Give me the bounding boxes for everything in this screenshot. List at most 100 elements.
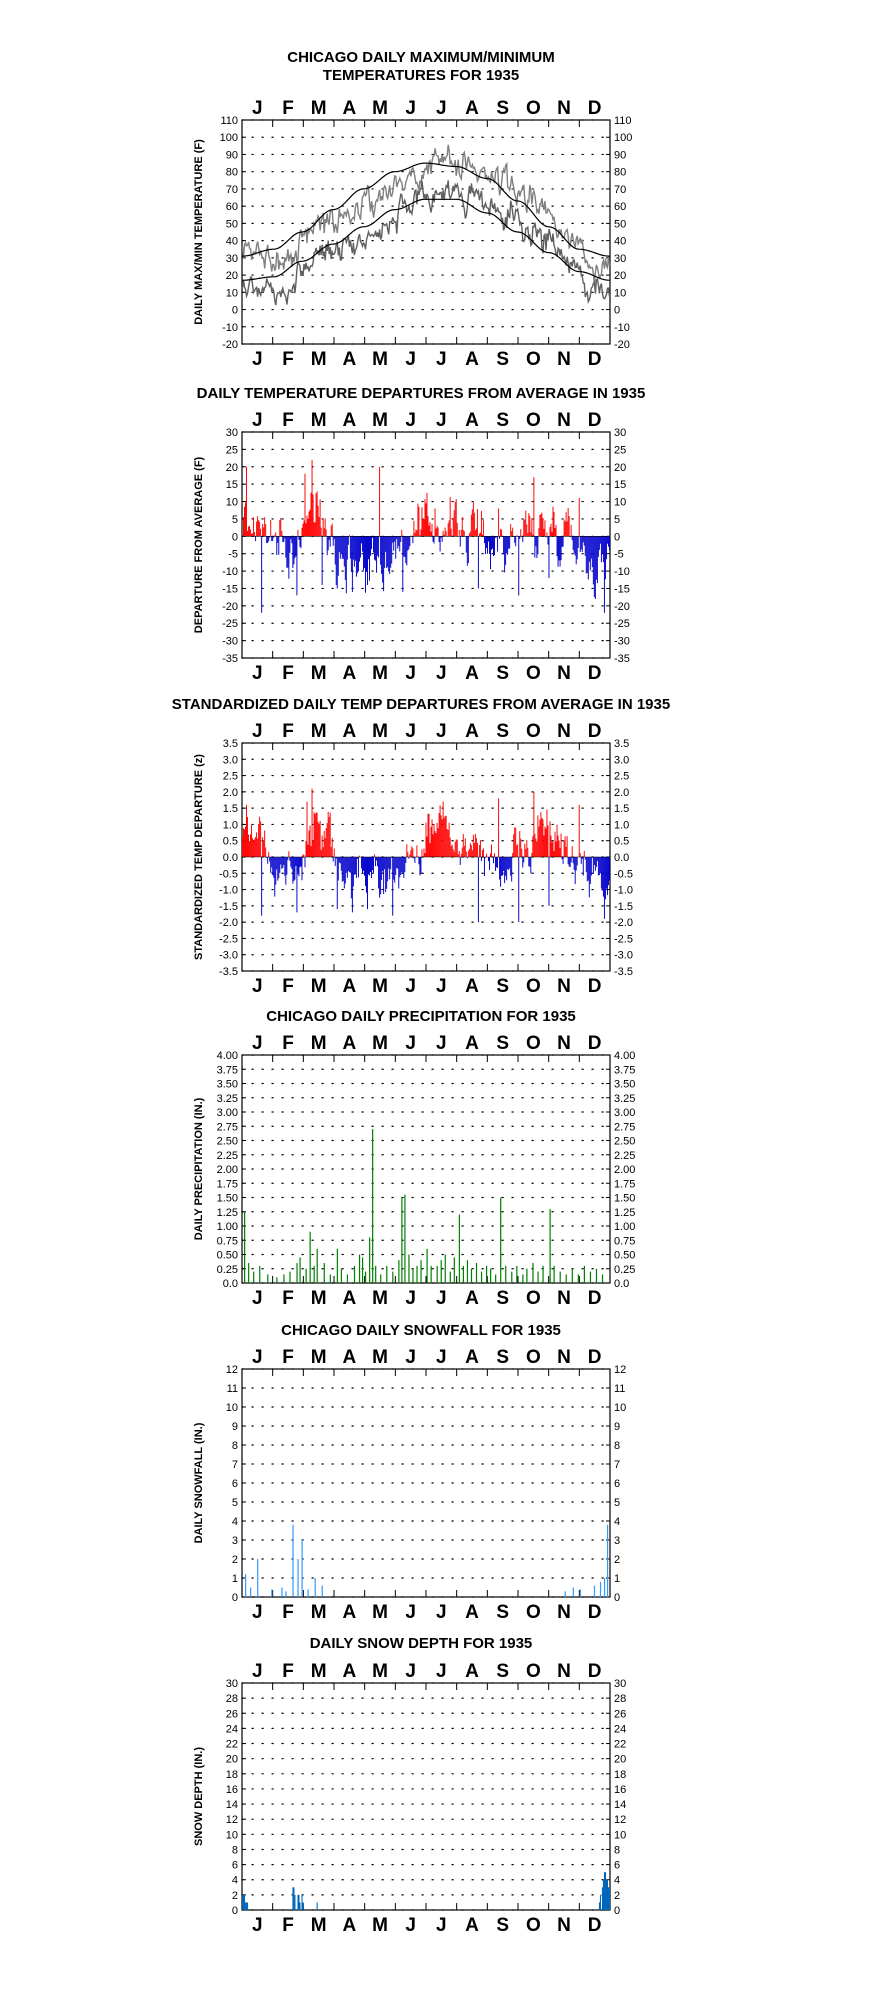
positive-departure-bar — [560, 833, 562, 857]
positive-departure-bar — [443, 817, 445, 857]
positive-departure-bar — [428, 525, 430, 537]
month-label-bottom: J — [405, 976, 416, 997]
y-tick-label-left: 10 — [226, 287, 238, 299]
negative-departure-bar — [592, 536, 594, 585]
positive-departure-bar — [251, 533, 253, 537]
negative-departure-bar — [352, 857, 354, 887]
negative-departure-bar — [408, 857, 410, 859]
positive-departure-bar — [309, 509, 311, 537]
month-label-top: S — [496, 1033, 509, 1054]
y-tick-label-right: 4 — [614, 1516, 620, 1528]
precipitation-bar — [466, 1260, 469, 1283]
y-axis-label: SNOW DEPTH (IN.) — [193, 1747, 205, 1846]
negative-departure-bar — [270, 857, 272, 873]
positive-departure-bar — [435, 528, 437, 537]
y-tick-label-left: -2.0 — [219, 917, 238, 929]
negative-departure-bar — [603, 536, 605, 613]
positive-departure-bar — [500, 528, 502, 537]
negative-departure-bar — [419, 857, 421, 876]
month-label-top: O — [526, 410, 541, 431]
month-label-top: A — [342, 721, 356, 742]
month-label-bottom: J — [252, 976, 263, 997]
negative-departure-bar — [336, 536, 338, 589]
positive-departure-bar — [308, 511, 310, 537]
positive-departure-bar — [551, 531, 553, 537]
negative-departure-bar — [339, 857, 341, 864]
y-tick-label-right: 6 — [614, 1860, 620, 1872]
positive-departure-bar — [279, 520, 281, 537]
y-tick-label-right: 80 — [614, 167, 626, 179]
negative-departure-bar — [355, 536, 357, 577]
month-label-bottom: A — [465, 663, 479, 684]
snow-depth-bar — [298, 1894, 300, 1910]
positive-departure-bar — [472, 501, 474, 537]
negative-departure-bar — [298, 536, 300, 540]
precipitation-bar — [329, 1274, 331, 1283]
negative-departure-bar — [506, 857, 508, 881]
negative-departure-bar — [365, 857, 366, 887]
snow-depth-bar — [603, 1872, 606, 1910]
negative-departure-bar — [487, 536, 488, 554]
precipitation-bar — [336, 1248, 338, 1283]
positive-departure-bar — [245, 826, 246, 857]
month-label-bottom: F — [282, 663, 294, 684]
negative-departure-bar — [277, 536, 279, 543]
negative-departure-bar — [503, 857, 505, 871]
month-label-bottom: J — [405, 349, 416, 370]
snow-depth-bar — [293, 1887, 295, 1910]
negative-departure-bar — [374, 536, 376, 560]
positive-departure-bar — [532, 534, 534, 537]
positive-departure-bar — [521, 848, 523, 857]
negative-departure-bar — [404, 536, 406, 558]
positive-departure-bar — [473, 842, 475, 857]
negative-departure-bar — [599, 857, 601, 874]
positive-departure-bar — [570, 525, 572, 537]
negative-departure-bar — [360, 857, 362, 869]
snowfall-bar — [301, 1540, 303, 1597]
negative-departure-bar — [336, 857, 338, 910]
y-tick-label-left: 2.75 — [217, 1121, 238, 1133]
negative-departure-bar — [587, 536, 589, 580]
chart-maxmin-title-line1: CHICAGO DAILY MAXIMUM/MINIMUM — [287, 49, 555, 66]
positive-departure-bar — [473, 512, 475, 537]
positive-departure-bar — [536, 841, 538, 857]
positive-departure-bar — [539, 819, 541, 857]
precipitation-bar — [408, 1254, 410, 1283]
negative-departure-bar — [349, 857, 351, 873]
negative-departure-bar — [301, 857, 303, 881]
negative-departure-bar — [296, 857, 298, 913]
negative-departure-bar — [272, 536, 274, 542]
y-tick-label-left: 22 — [226, 1739, 238, 1751]
precipitation-bar — [309, 1231, 311, 1283]
month-label-bottom: S — [496, 976, 509, 997]
y-tick-label-right: 90 — [614, 149, 626, 161]
month-label-top: M — [372, 410, 388, 431]
positive-departure-bar — [467, 850, 469, 857]
y-tick-label-left: 30 — [226, 1678, 238, 1690]
positive-departure-bar — [243, 828, 244, 857]
y-tick-label-right: -10 — [614, 566, 630, 578]
positive-departure-bar — [324, 518, 326, 537]
month-label-top: A — [465, 1033, 479, 1054]
negative-departure-bar — [335, 857, 337, 859]
negative-departure-bar — [595, 857, 597, 868]
positive-departure-bar — [258, 824, 260, 857]
negative-departure-bar — [367, 536, 368, 585]
positive-departure-bar — [476, 842, 478, 857]
precipitation-bar — [462, 1265, 464, 1283]
negative-departure-bar — [293, 857, 295, 881]
negative-departure-bar — [606, 536, 608, 544]
month-label-top: M — [311, 410, 327, 431]
negative-departure-bar — [281, 857, 283, 869]
negative-departure-bar — [406, 536, 408, 566]
month-label-top: M — [311, 721, 327, 742]
positive-departure-bar — [481, 534, 483, 537]
positive-departure-bar — [552, 841, 554, 857]
positive-departure-bar — [259, 816, 261, 857]
snow-depth-bar — [292, 1887, 294, 1910]
negative-departure-bar — [403, 536, 405, 557]
negative-departure-bar — [501, 857, 503, 876]
precipitation-bar — [553, 1265, 555, 1283]
negative-departure-bar — [359, 536, 361, 558]
positive-departure-bar — [416, 530, 418, 537]
